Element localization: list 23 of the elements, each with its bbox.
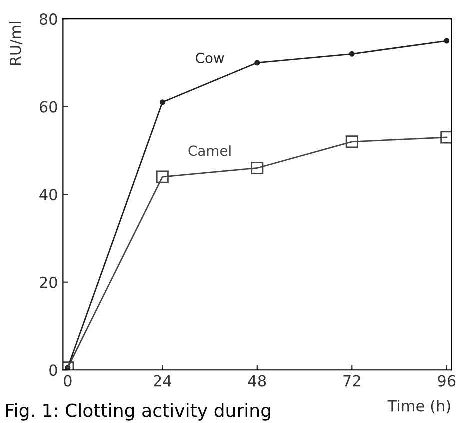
y-axis-title: RU/ml [10,22,23,66]
point [156,170,169,184]
point [254,60,260,66]
point [160,100,166,106]
series-label: Cow [196,52,224,64]
y-tick-label: 20 [40,276,58,288]
series-label: Camel [188,145,231,156]
x-axis-title: Time (h) [388,400,450,414]
point [346,136,358,148]
x-tick-label: 96 [438,375,456,387]
y-tick-label: 60 [40,101,58,113]
y-tick-label: 0 [50,364,58,376]
caption: Fig. 1: Clotting activity during [6,403,270,421]
point [251,162,264,174]
point [349,51,355,57]
y-tick-label: 40 [40,189,58,201]
y-tick-label: 80 [40,14,58,26]
x-tick-label: 0 [64,375,72,387]
x-tick-label: 48 [248,375,266,387]
x-tick-label: 72 [344,375,360,387]
x-tick-label: 24 [154,375,172,387]
point [444,38,450,44]
point [440,131,452,144]
